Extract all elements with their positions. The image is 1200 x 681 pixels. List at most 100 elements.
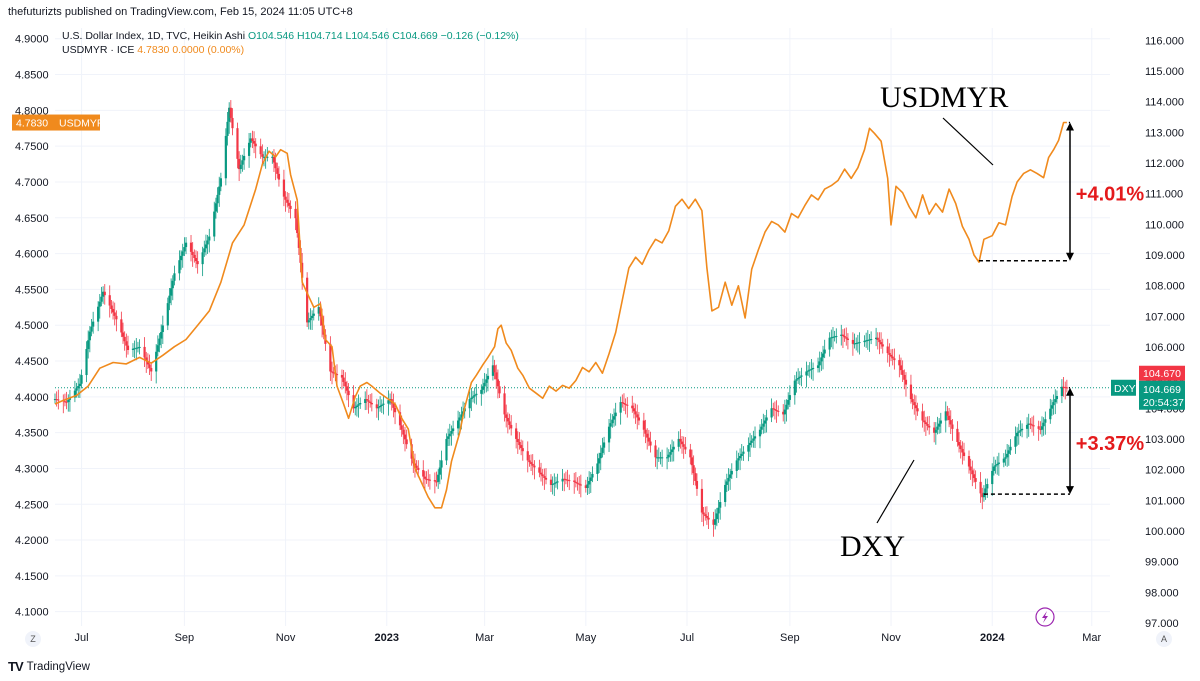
dxy-candle-body	[435, 481, 438, 483]
dxy-legend-open: O104.546	[247, 30, 295, 42]
usdmyr-legend-change: 0.0000 (0.00%)	[172, 44, 245, 56]
dxy-candle-body	[843, 335, 846, 338]
dxy-price-tag-time: 20:54:37	[1143, 397, 1184, 409]
dxy-candle-body	[65, 401, 68, 403]
dxy-candle-body	[705, 516, 709, 518]
dxy-candle-body	[77, 386, 80, 389]
dxy-candle-body	[201, 252, 204, 265]
left-tick-label-6: 4.4000	[15, 392, 49, 404]
x-tick-label-7: Sep	[780, 632, 800, 644]
right-tick-label-4: 101.000	[1145, 495, 1185, 507]
dxy-legend-symbol: U.S. Dollar Index, 1D, TVC, Heikin Ashi	[62, 30, 246, 42]
dxy-candle-body	[901, 370, 904, 375]
dxy-candle-body	[654, 445, 657, 458]
dxy-candle-body	[614, 412, 617, 417]
dxy-candle-body	[646, 433, 649, 438]
dxy-candle-body	[586, 484, 589, 488]
right-tick-label-0: 97.000	[1145, 618, 1179, 630]
zoom-button[interactable]: Z	[25, 631, 41, 647]
dxy-candle-body	[103, 291, 106, 296]
dxy-candle-body	[797, 378, 800, 380]
dxy-candle-body	[821, 353, 825, 358]
dxy-candle-body	[213, 211, 216, 237]
dxy-candle-body	[962, 452, 966, 457]
dxy-candle-body	[549, 479, 553, 485]
dxy-candle-body	[740, 453, 743, 457]
dxy-candle-body	[415, 465, 418, 468]
dxy-candle-body	[125, 341, 128, 346]
tradingview-footer: TV TradingView	[8, 659, 90, 674]
usdmyr-legend[interactable]: USDMYR · ICE 4.7830 0.0000 (0.00%)	[62, 44, 244, 56]
dxy-candle-body	[115, 315, 118, 320]
dxy-candle-body	[287, 202, 290, 206]
usdmyr-price-tag	[12, 114, 100, 131]
dxy-candle-body	[1020, 428, 1024, 431]
dxy-candle-body	[481, 386, 485, 390]
dxy-candle-body	[262, 156, 266, 158]
dxy-candle-body	[765, 417, 768, 421]
dxy-candle-body	[576, 482, 579, 484]
dxy-candle-body	[602, 442, 606, 448]
dxy-candle-body	[659, 457, 662, 459]
dxy-legend-low: L104.546	[345, 30, 390, 42]
dxy-candle-body	[1050, 405, 1054, 409]
dxy-candle-body	[271, 156, 274, 158]
dxy-candle-body	[742, 451, 745, 454]
dxy-candle-body	[332, 372, 335, 374]
dxy-candle-body	[496, 379, 500, 387]
dxy-candle-body	[272, 156, 276, 163]
dxy-candle-body	[1039, 428, 1042, 430]
dxy-candle-body	[702, 512, 705, 515]
dxy-candle-body	[100, 296, 103, 302]
dxy-candle-body	[573, 480, 576, 482]
dxy-candle-body	[707, 517, 710, 520]
dxy-candle-body	[241, 160, 244, 165]
dxy-candle-body	[136, 347, 140, 349]
dxy-candle-body	[1029, 423, 1032, 425]
dxy-candle-body	[135, 347, 138, 349]
dxy-candle-body	[289, 205, 292, 209]
dxy-candle-body	[495, 372, 498, 380]
dxy-candle-body	[979, 481, 982, 494]
dxy-candle-body	[923, 420, 926, 423]
dxy-candle-body	[938, 423, 941, 427]
dxy-candle-body	[228, 107, 231, 122]
dxy-candle-body	[763, 420, 767, 424]
dxy-candle-body	[196, 261, 199, 265]
lightning-icon-glyph	[1042, 611, 1048, 623]
dxy-candle-body	[644, 429, 647, 434]
dxy-candle-body	[928, 425, 931, 428]
dxy-candle-body	[1060, 386, 1063, 396]
left-tick-label-13: 4.7500	[15, 141, 49, 153]
dxy-candle-body	[584, 485, 587, 488]
dxy-candle-body	[750, 440, 753, 443]
dxy-candle-body	[972, 474, 976, 479]
usdmyr-change-label: +4.01%	[1076, 184, 1145, 206]
x-tick-label-2: Nov	[276, 632, 296, 644]
dxy-candle-body	[161, 325, 164, 333]
dxy-candle-body	[828, 337, 831, 350]
dxy-candle-body	[347, 390, 350, 396]
dxy-candle-body	[607, 426, 611, 443]
dxy-candle-body	[158, 338, 161, 346]
right-tick-label-15: 112.000	[1145, 158, 1184, 170]
dxy-candle-body	[735, 460, 738, 471]
usdmyr-line-series	[54, 121, 1067, 509]
dxy-legend[interactable]: U.S. Dollar Index, 1D, TVC, Heikin Ashi …	[62, 30, 519, 42]
dxy-candle-body	[55, 399, 58, 401]
dxy-candle-body	[387, 400, 390, 404]
right-tick-label-13: 110.000	[1145, 219, 1184, 231]
dxy-candle-body	[737, 458, 740, 461]
dxy-price-tag-top	[1139, 365, 1185, 381]
dxy-candle-body	[529, 462, 533, 464]
auto-scale-button[interactable]: A	[1156, 631, 1172, 647]
dxy-candle-body	[133, 348, 136, 350]
dxy-candle-body	[775, 410, 778, 412]
dxy-candle-body	[1042, 422, 1045, 427]
dxy-candle-body	[554, 482, 558, 484]
dxy-candle-body	[1004, 457, 1007, 459]
left-tick-label-15: 4.8500	[15, 70, 49, 82]
dxy-candle-body	[342, 377, 345, 382]
dxy-candle-body	[994, 465, 997, 467]
